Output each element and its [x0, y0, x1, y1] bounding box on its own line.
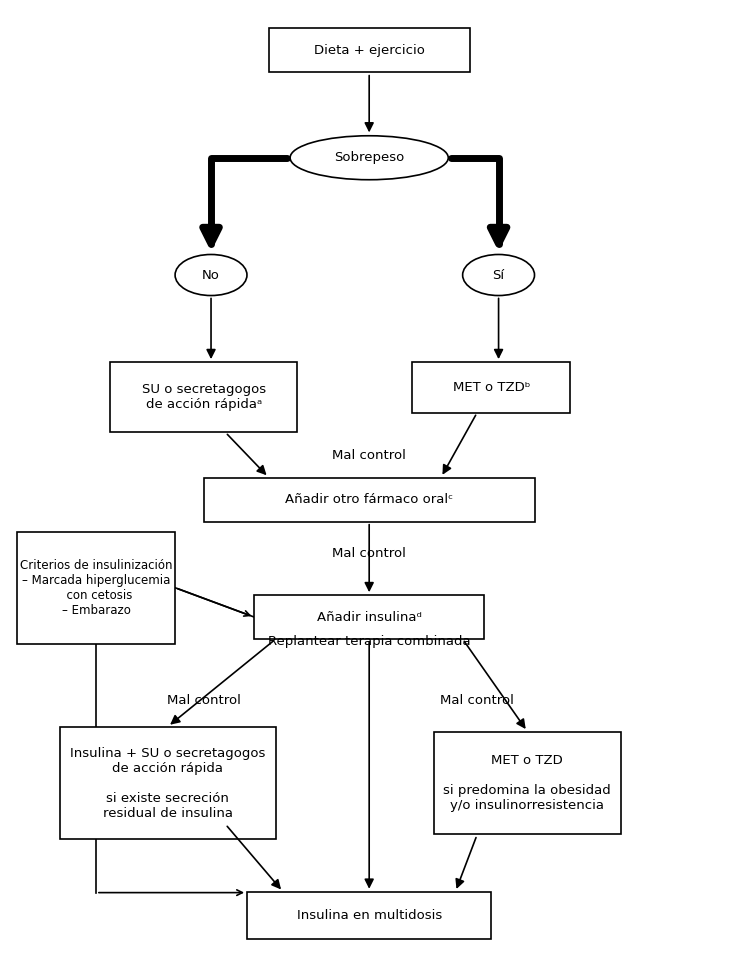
Text: MET o TZD

si predomina la obesidad
y/o insulinorresistencia: MET o TZD si predomina la obesidad y/o i…: [443, 755, 611, 812]
Text: Mal control: Mal control: [332, 449, 406, 463]
Text: Mal control: Mal control: [440, 694, 514, 707]
Text: Sí: Sí: [493, 269, 504, 281]
Text: Mal control: Mal control: [167, 694, 241, 707]
Text: Criterios de insulinización
– Marcada hiperglucemia
  con cetosis
– Embarazo: Criterios de insulinización – Marcada hi…: [20, 559, 172, 616]
FancyBboxPatch shape: [434, 732, 620, 835]
FancyBboxPatch shape: [17, 531, 175, 644]
FancyBboxPatch shape: [247, 892, 491, 939]
FancyBboxPatch shape: [254, 595, 484, 639]
Text: Dieta + ejercicio: Dieta + ejercicio: [314, 44, 425, 57]
FancyBboxPatch shape: [269, 28, 470, 73]
Ellipse shape: [463, 255, 534, 296]
Text: Insulina en multidosis: Insulina en multidosis: [296, 908, 442, 921]
Text: Replantear terapia combinada: Replantear terapia combinada: [268, 635, 471, 648]
Text: SU o secretagogos
de acción rápidaᵃ: SU o secretagogos de acción rápidaᵃ: [142, 383, 266, 412]
FancyBboxPatch shape: [412, 362, 570, 413]
FancyBboxPatch shape: [204, 478, 534, 521]
Ellipse shape: [175, 255, 247, 296]
Text: MET o TZDᵇ: MET o TZDᵇ: [453, 381, 530, 394]
FancyBboxPatch shape: [110, 362, 297, 432]
Text: No: No: [202, 269, 220, 281]
Text: Mal control: Mal control: [332, 547, 406, 560]
Text: Insulina + SU o secretagogos
de acción rápida

si existe secreción
residual de i: Insulina + SU o secretagogos de acción r…: [70, 747, 266, 819]
Text: Sobrepeso: Sobrepeso: [334, 151, 404, 165]
Text: Añadir insulinaᵈ: Añadir insulinaᵈ: [317, 611, 422, 623]
FancyBboxPatch shape: [60, 727, 276, 839]
Ellipse shape: [290, 136, 448, 179]
Text: Añadir otro fármaco oralᶜ: Añadir otro fármaco oralᶜ: [285, 493, 453, 507]
